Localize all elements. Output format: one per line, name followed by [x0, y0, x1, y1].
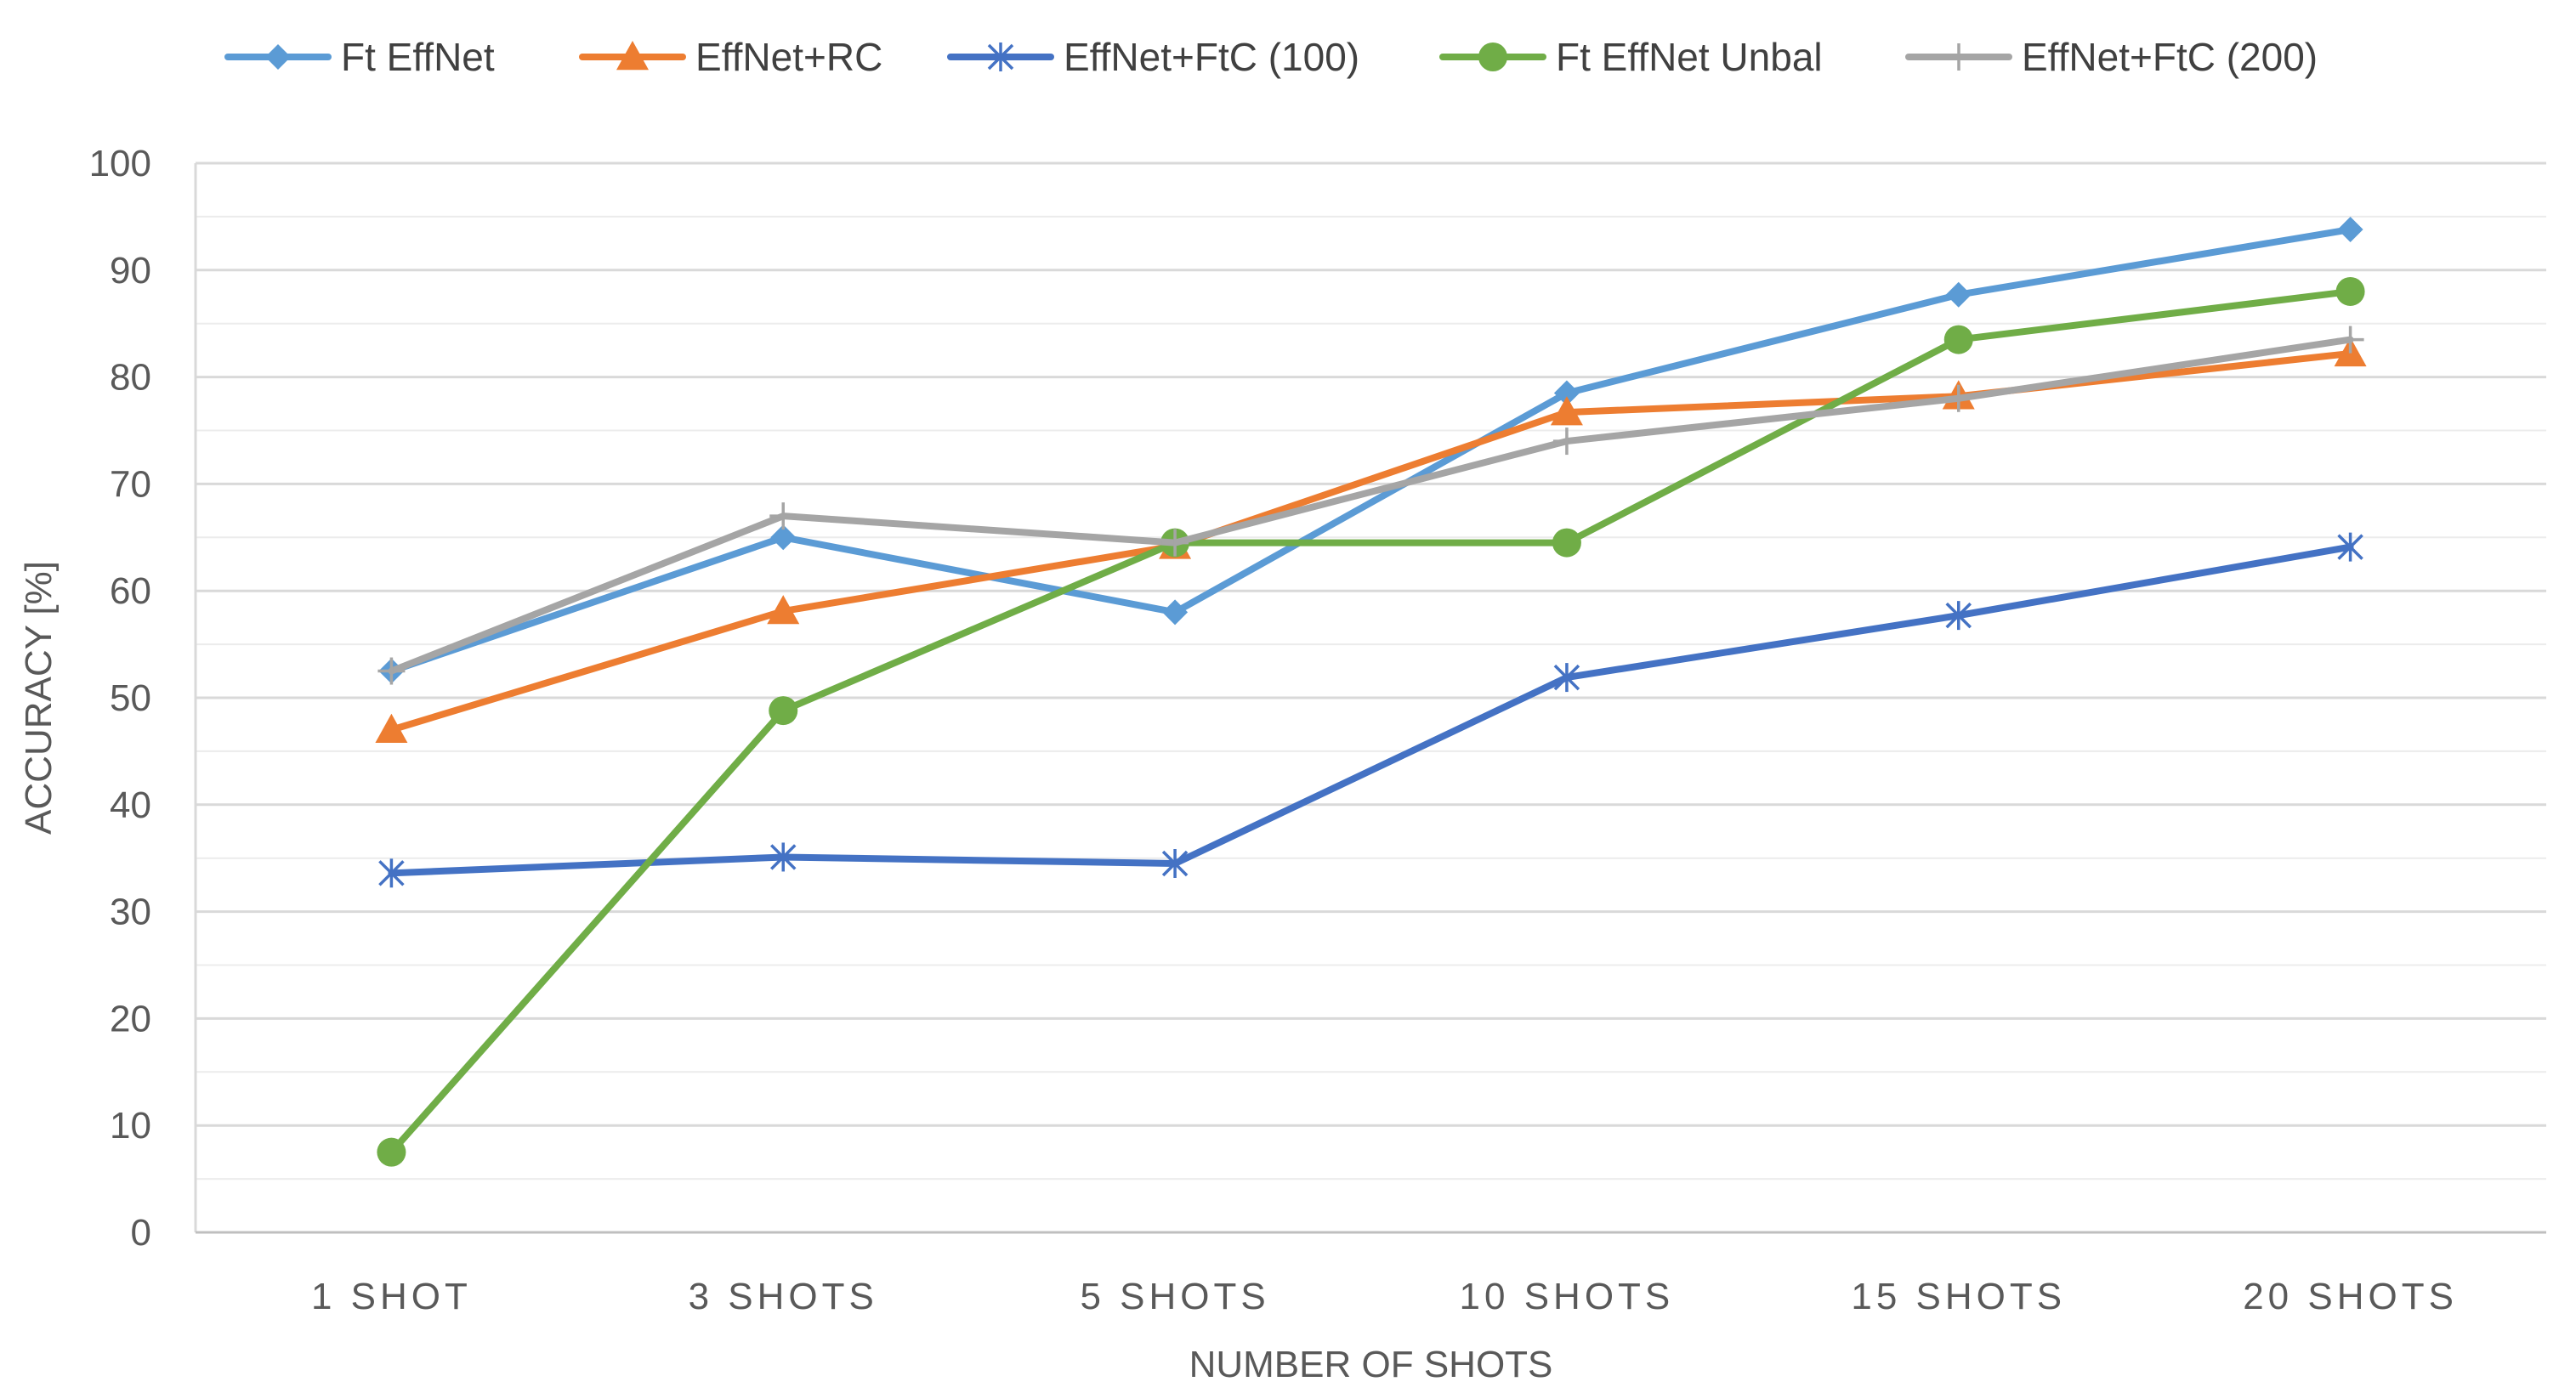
data-point — [1552, 428, 1580, 456]
data-point — [377, 657, 406, 685]
series-effnet-ftc-100 — [378, 532, 2363, 888]
y-axis-title: ACCURACY [%] — [18, 561, 60, 835]
axes — [194, 163, 2546, 1234]
data-point — [2337, 216, 2363, 242]
legend-item: Ft EffNet Unbal — [1439, 35, 1823, 79]
y-tick-label: 100 — [89, 143, 151, 184]
x-tick-labels: 1 SHOT 3 SHOTS 5 SHOTS 10 SHOTS 15 SHOTS 20 S… — [311, 1276, 2458, 1317]
series-line — [388, 336, 2354, 675]
data-point — [1161, 848, 1189, 878]
y-tick-label: 30 — [110, 892, 151, 933]
legend-item: EffNet+RC — [579, 35, 882, 79]
y-tick-label: 0 — [131, 1212, 151, 1254]
data-point — [1944, 384, 1972, 412]
data-point — [1552, 528, 1581, 558]
data-point — [1945, 281, 1972, 308]
y-tick-label: 40 — [110, 784, 151, 826]
y-tick-labels: 0 10 20 30 40 50 60 70 80 90 100 — [89, 143, 151, 1254]
data-point — [1162, 599, 1189, 626]
data-point — [770, 842, 797, 872]
series-ft-effnet-unbal — [377, 276, 2365, 1167]
x-tick-label: 20 SHOTS — [2243, 1276, 2458, 1317]
legend-label: Ft EffNet Unbal — [1556, 35, 1823, 79]
x-tick-label: 1 SHOT — [311, 1276, 472, 1317]
y-tick-label: 10 — [110, 1105, 151, 1147]
legend-label: Ft EffNet — [341, 35, 495, 79]
data-point — [769, 502, 797, 530]
legend-item: EffNet+FtC (200) — [1905, 35, 2318, 79]
data-point — [1553, 663, 1580, 693]
data-point — [770, 524, 797, 551]
series-line — [388, 287, 2354, 1156]
legend-label: EffNet+RC — [695, 35, 882, 79]
y-tick-label: 90 — [110, 250, 151, 292]
y-tick-label: 50 — [110, 677, 151, 719]
legend-marker — [1478, 42, 1507, 71]
x-tick-label: 15 SHOTS — [1851, 1276, 2066, 1317]
data-point — [2335, 276, 2365, 306]
legend-marker — [1945, 43, 1972, 71]
gridlines — [196, 161, 2546, 1181]
legend-marker — [987, 42, 1014, 71]
data-point — [769, 696, 798, 726]
y-tick-label: 80 — [110, 357, 151, 399]
series-line — [388, 543, 2354, 877]
x-axis-title: NUMBER OF SHOTS — [1189, 1344, 1553, 1385]
data-point — [2337, 532, 2363, 562]
legend-label: EffNet+FtC (100) — [1064, 35, 1359, 79]
series-ft-effnet — [378, 216, 2363, 684]
data-point — [378, 858, 405, 888]
legend-item: EffNet+FtC (100) — [947, 35, 1359, 79]
legend-item: Ft EffNet — [224, 35, 495, 79]
data-point — [1161, 529, 1189, 557]
y-tick-label: 70 — [110, 463, 151, 505]
legend: Ft EffNet EffNet+RC EffNet+FtC (100) Ft Eff… — [224, 35, 2318, 79]
legend-marker — [616, 41, 649, 71]
data-point — [2336, 326, 2364, 354]
legend-marker — [265, 44, 291, 70]
x-tick-label: 10 SHOTS — [1460, 1276, 1675, 1317]
data-point — [767, 595, 800, 625]
data-point — [1550, 396, 1583, 426]
data-point — [1945, 601, 1972, 631]
series-line — [388, 225, 2354, 675]
y-tick-label: 20 — [110, 998, 151, 1039]
data-point — [1943, 325, 1973, 354]
x-tick-label: 5 SHOTS — [1080, 1276, 1269, 1317]
data-point — [377, 1137, 406, 1167]
data-point — [375, 713, 408, 743]
y-tick-label: 60 — [110, 570, 151, 612]
series-effnet-ftc-200 — [377, 326, 2364, 685]
legend-label: EffNet+FtC (200) — [2022, 35, 2318, 79]
series-lines — [375, 216, 2367, 1167]
x-tick-label: 3 SHOTS — [689, 1276, 878, 1317]
data-point — [1553, 380, 1580, 406]
